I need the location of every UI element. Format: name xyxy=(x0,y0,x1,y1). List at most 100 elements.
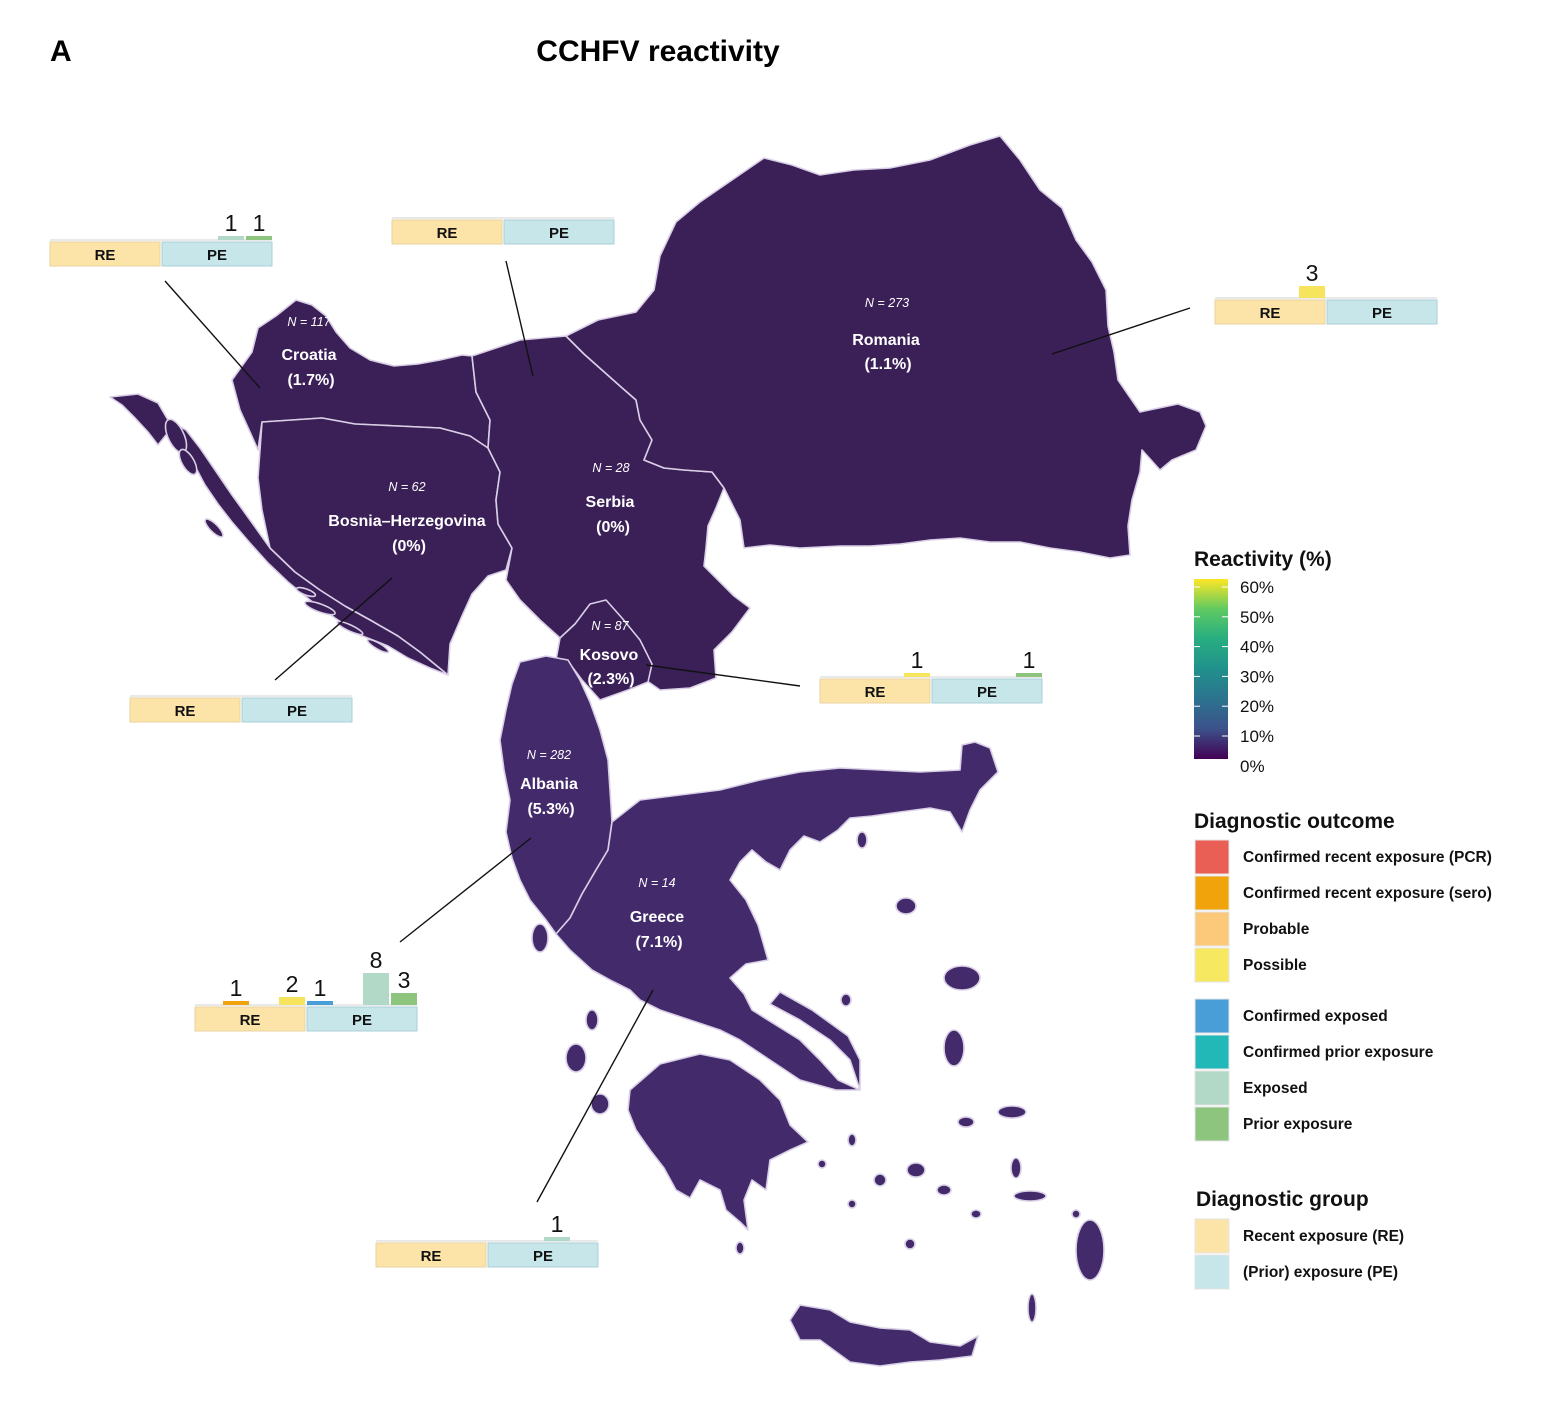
greece-pct: (7.1%) xyxy=(635,934,682,951)
inset-bar xyxy=(307,1001,333,1005)
pe-box xyxy=(487,1242,599,1268)
legend-reactivity: Reactivity (%) 60% 50% 40% 30% 20% 10% 0% xyxy=(1194,548,1332,776)
re-label: RE xyxy=(865,684,886,701)
bar-count: 1 xyxy=(314,975,327,1001)
legend-outcome: Diagnostic outcome Confirmed recent expo… xyxy=(1194,810,1492,1142)
albania-pct: (5.3%) xyxy=(527,801,574,818)
leader-greece xyxy=(536,989,654,1203)
leader-albania xyxy=(399,837,532,943)
group-swatch xyxy=(1194,1218,1230,1254)
bar-count: 1 xyxy=(911,647,924,673)
pe-label: PE xyxy=(1372,305,1392,322)
leader-serbia xyxy=(505,260,534,377)
kosovo-pct: (2.3%) xyxy=(587,671,634,688)
outcome-label: Prior exposure xyxy=(1243,1116,1353,1133)
inset-bar xyxy=(279,997,305,1005)
romania-name: Romania xyxy=(852,332,920,349)
re-box xyxy=(49,241,161,267)
islands xyxy=(531,831,1105,1323)
group-label: Recent exposure (RE) xyxy=(1243,1228,1404,1245)
romania-pct: (1.1%) xyxy=(864,356,911,373)
re-label: RE xyxy=(175,703,196,720)
inset-croatia: RE PE 1 1 xyxy=(49,210,273,267)
inset-bar xyxy=(544,1237,570,1241)
tick-label: 40% xyxy=(1240,638,1274,657)
inset-bosnia: RE PE xyxy=(129,695,353,723)
tick-label: 60% xyxy=(1240,578,1274,597)
bar-count: 1 xyxy=(551,1211,564,1237)
bar-count: 1 xyxy=(225,210,238,236)
inset-bar xyxy=(1299,286,1325,298)
outcome-label: Confirmed recent exposure (PCR) xyxy=(1243,849,1492,866)
leader-lines xyxy=(164,260,1191,1203)
bosnia-name: Bosnia–Herzegovina xyxy=(328,513,485,530)
tick-label: 0% xyxy=(1240,757,1265,776)
inset-greece: RE PE 1 xyxy=(375,1211,599,1268)
inset-bar xyxy=(391,993,417,1005)
group-items: Recent exposure (RE) (Prior) exposure (PE… xyxy=(1194,1218,1404,1290)
bar-count: 3 xyxy=(1306,260,1319,286)
pe-box xyxy=(931,678,1043,704)
pe-label: PE xyxy=(352,1012,372,1029)
leader-croatia xyxy=(164,280,261,389)
bosnia-n: N = 62 xyxy=(388,480,425,494)
re-box xyxy=(375,1242,487,1268)
croatia-pct: (1.7%) xyxy=(287,372,334,389)
albania-name: Albania xyxy=(520,776,578,793)
greece-name: Greece xyxy=(630,909,684,926)
panel-letter: A xyxy=(50,35,72,68)
country-greece xyxy=(555,741,999,1091)
outcome-swatch xyxy=(1194,911,1230,947)
re-label: RE xyxy=(240,1012,261,1029)
croatian-islands xyxy=(164,418,390,654)
inset-bar xyxy=(223,1001,249,1005)
country-labels: N = 117 Croatia (1.7%) N = 62 Bosnia–Her… xyxy=(281,296,919,951)
outcome-swatch xyxy=(1194,875,1230,911)
pe-label: PE xyxy=(549,225,569,242)
tick-label: 10% xyxy=(1240,727,1274,746)
outcome-swatch xyxy=(1194,1106,1230,1142)
outcome-items: Confirmed recent exposure (PCR) Confirmed… xyxy=(1194,839,1492,1142)
inset-bar xyxy=(1016,673,1042,677)
re-label: RE xyxy=(437,225,458,242)
region-peloponnese xyxy=(627,1053,809,1231)
re-label: RE xyxy=(95,247,116,264)
re-label: RE xyxy=(1260,305,1281,322)
outcome-swatch xyxy=(1194,839,1230,875)
outcome-swatch xyxy=(1194,1034,1230,1070)
re-box xyxy=(129,697,241,723)
greece-n: N = 14 xyxy=(638,876,675,890)
inset-bar xyxy=(904,673,930,677)
group-swatch xyxy=(1194,1254,1230,1290)
bar-count: 3 xyxy=(398,967,411,993)
bar-count: 1 xyxy=(1023,647,1036,673)
pe-label: PE xyxy=(533,1248,553,1265)
kosovo-n: N = 87 xyxy=(591,619,629,633)
island-crete xyxy=(789,1304,979,1367)
reactivity-ticks: 60% 50% 40% 30% 20% 10% 0% xyxy=(1194,578,1274,776)
legend-reactivity-title: Reactivity (%) xyxy=(1194,548,1332,571)
country-romania xyxy=(565,135,1207,559)
croatia-n: N = 117 xyxy=(287,315,331,329)
leader-romania xyxy=(1051,307,1191,355)
leader-bosnia xyxy=(274,577,393,681)
legend-outcome-title: Diagnostic outcome xyxy=(1194,810,1395,833)
pe-box xyxy=(241,697,353,723)
croatia-name: Croatia xyxy=(281,347,336,364)
outcome-label: Probable xyxy=(1243,921,1310,938)
figure-title: CCHFV reactivity xyxy=(536,35,780,68)
re-box xyxy=(391,219,503,245)
outcome-swatch xyxy=(1194,998,1230,1034)
tick-label: 30% xyxy=(1240,667,1274,686)
pe-box xyxy=(161,241,273,267)
bar-count: 1 xyxy=(253,210,266,236)
outcome-label: Confirmed recent exposure (sero) xyxy=(1243,885,1492,902)
serbia-name: Serbia xyxy=(586,494,635,511)
outcome-label: Confirmed prior exposure xyxy=(1243,1044,1434,1061)
outcome-label: Confirmed exposed xyxy=(1243,1008,1388,1025)
inset-serbia: RE PE xyxy=(391,217,615,245)
kosovo-name: Kosovo xyxy=(580,647,639,664)
pe-label: PE xyxy=(977,684,997,701)
re-box xyxy=(194,1006,306,1032)
